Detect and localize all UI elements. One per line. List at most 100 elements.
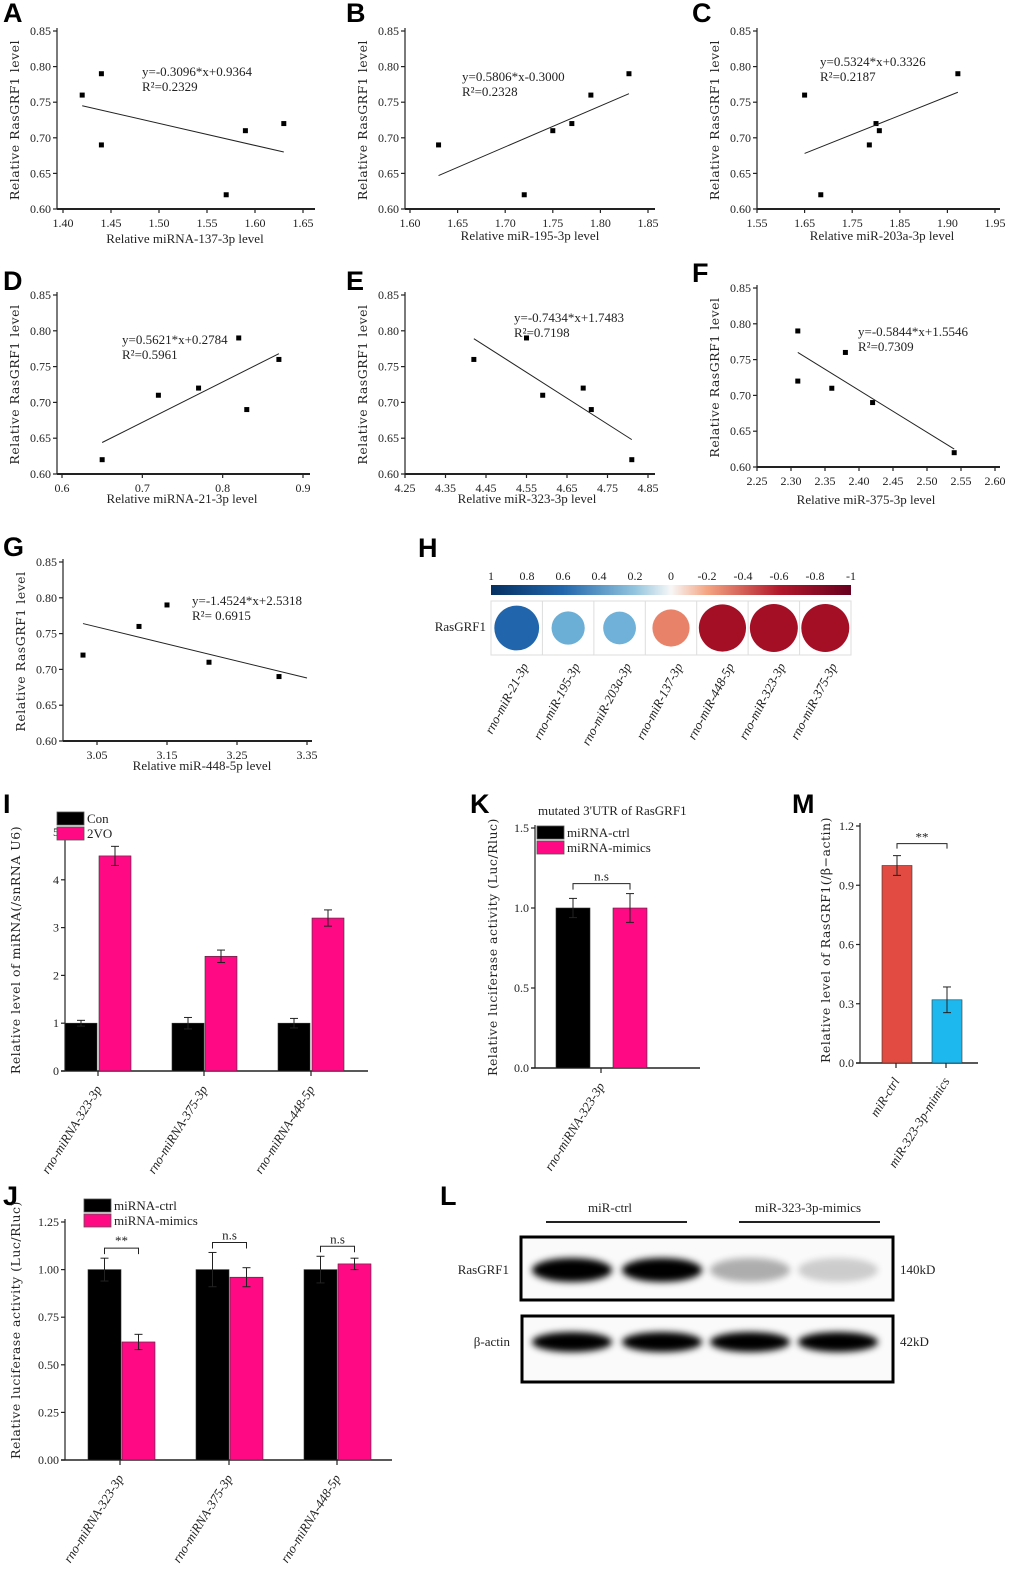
- x-tick-label: 2.30: [781, 474, 802, 488]
- x-tick-label: 4.55: [516, 481, 537, 495]
- bar: [277, 1022, 311, 1072]
- y-tick-label: 0.70: [36, 662, 57, 676]
- bar: [612, 907, 648, 1069]
- y-tick-label: 0.60: [36, 734, 57, 748]
- x-tick-label: 1.55: [747, 216, 768, 230]
- column-label: rno-miR-195-3p: [530, 660, 583, 742]
- y-axis-label: Relative RasGRF1 level: [13, 571, 28, 731]
- data-point: [98, 71, 104, 77]
- x-tick-label: 1.75: [542, 216, 563, 230]
- regression-line: [473, 338, 633, 441]
- colorbar-tick-label: 0: [668, 569, 674, 583]
- y-axis-label: Relative RasGRF1 level: [7, 40, 22, 200]
- data-point: [164, 602, 170, 608]
- y-tick-label: 0.65: [730, 166, 751, 180]
- x-tick-label: 2.50: [917, 474, 938, 488]
- x-tick-label: 2.60: [985, 474, 1006, 488]
- regression-equation: y=-0.7434*x+1.7483: [514, 310, 624, 325]
- y-tick-label: 5: [53, 825, 59, 839]
- data-point: [550, 128, 556, 134]
- legend-swatch: [536, 825, 565, 840]
- y-tick-label: 0.70: [730, 131, 751, 145]
- regression-line: [804, 91, 959, 154]
- y-tick-label: 0.65: [30, 431, 51, 445]
- panel-letter: E: [346, 266, 364, 296]
- legend-label: 2VO: [87, 826, 112, 841]
- panel-letter: H: [418, 533, 438, 563]
- data-point: [223, 192, 229, 198]
- y-tick-label: 0.70: [730, 388, 751, 402]
- data-point: [524, 335, 529, 341]
- data-point: [870, 400, 876, 406]
- y-tick-label: 0.80: [378, 324, 399, 338]
- y-tick-label: 0.65: [36, 698, 57, 712]
- x-tick-label: 1.80: [590, 216, 611, 230]
- bar: [98, 855, 132, 1072]
- y-tick-label: 0.75: [30, 95, 51, 109]
- y-tick-label: 1.25: [38, 1215, 59, 1229]
- correlation-circle: [551, 611, 585, 645]
- y-tick-label: 0.70: [30, 395, 51, 409]
- protein-label: RasGRF1: [458, 1262, 509, 1277]
- y-tick-label: 0.80: [30, 324, 51, 338]
- colorbar-tick-label: -0.6: [770, 569, 789, 583]
- correlation-circle: [603, 611, 636, 645]
- y-tick-label: 0.60: [30, 467, 51, 481]
- row-label: RasGRF1: [435, 619, 486, 634]
- data-point: [276, 674, 282, 680]
- panel-letter: J: [3, 1181, 18, 1211]
- y-tick-label: 1: [53, 1016, 59, 1030]
- x-tick-label: 4.65: [557, 481, 578, 495]
- regression-line: [797, 352, 955, 450]
- y-tick-label: 0.00: [38, 1453, 59, 1467]
- data-point: [955, 71, 961, 77]
- y-tick-label: 0: [53, 1064, 59, 1078]
- data-point: [876, 128, 882, 134]
- y-tick-label: 0.0: [839, 1056, 854, 1070]
- panel-letter: K: [470, 789, 490, 819]
- y-tick-label: 0.75: [378, 95, 399, 109]
- legend-label: Con: [87, 811, 109, 826]
- x-tick-label: 1.85: [638, 216, 659, 230]
- y-tick-label: 0.85: [30, 288, 51, 302]
- data-point: [242, 128, 248, 134]
- panel-letter: L: [440, 1181, 457, 1211]
- y-tick-label: 0.70: [378, 395, 399, 409]
- panel-letter: C: [692, 0, 712, 28]
- r-squared-label: R²=0.7309: [858, 339, 914, 354]
- correlation-circle: [494, 605, 540, 651]
- y-tick-label: 0.80: [378, 60, 399, 74]
- y-tick-label: 0.85: [378, 288, 399, 302]
- y-tick-label: 0.6: [839, 938, 854, 952]
- regression-equation: y=-1.4524*x+2.5318: [192, 593, 302, 608]
- category-label: rno-miRNA-448-5p: [251, 1082, 318, 1176]
- y-tick-label: 0.3: [839, 997, 854, 1011]
- x-tick-label: 1.55: [197, 216, 218, 230]
- significance-bracket: [572, 883, 631, 890]
- x-axis-label: Relative miR-323-3p level: [458, 491, 597, 506]
- r-squared-label: R²= 0.6915: [192, 608, 251, 623]
- category-label: rno-miRNA-375-3p: [169, 1471, 236, 1565]
- data-point: [471, 356, 477, 362]
- x-tick-label: 1.90: [937, 216, 958, 230]
- x-tick-label: 3.35: [297, 748, 318, 762]
- x-tick-label: 4.25: [395, 481, 416, 495]
- legend-label: miRNA-ctrl: [567, 825, 630, 840]
- category-label: rno-miRNA-323-3p: [60, 1471, 127, 1565]
- y-tick-label: 0.85: [36, 555, 57, 569]
- data-point: [829, 385, 835, 391]
- data-point: [626, 71, 632, 77]
- x-tick-label: 4.75: [597, 481, 618, 495]
- y-tick-label: 0.65: [378, 166, 399, 180]
- column-label: rno-miR-375-3p: [787, 660, 840, 742]
- data-point: [588, 407, 594, 413]
- data-point: [436, 142, 442, 148]
- y-tick-label: 0.75: [30, 360, 51, 374]
- data-point: [98, 142, 104, 148]
- bar: [171, 1022, 205, 1072]
- regression-equation: y=0.5806*x-0.3000: [462, 69, 565, 84]
- y-tick-label: 0.75: [36, 627, 57, 641]
- bar: [337, 1263, 372, 1461]
- x-tick-label: 2.55: [951, 474, 972, 488]
